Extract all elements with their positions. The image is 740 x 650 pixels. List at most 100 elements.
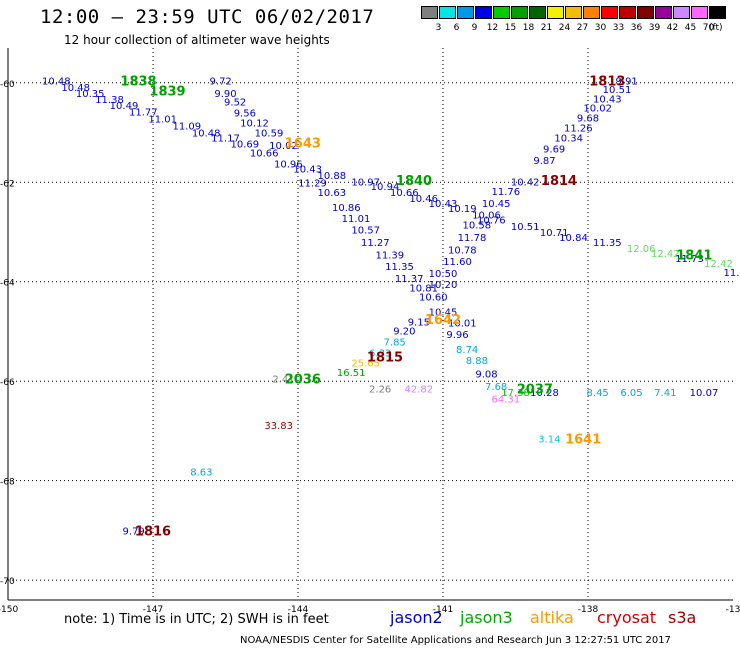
x-tick-label: -138 [578,605,599,615]
legend-label: 45 [684,23,697,33]
wave-height-value: 10.51 [511,222,540,233]
wave-height-value: 11.01 [342,214,371,225]
wave-height-value: 9.69 [543,144,565,155]
legend-label: 70 [702,23,715,33]
wave-height-value: 9.91 [616,76,638,87]
plot-grid [8,48,733,600]
wave-height-value: 11.17 [211,134,240,145]
wave-height-value: 11.73 [675,254,704,265]
wave-height-value: 10.19 [448,204,477,215]
wave-height-value: 11.29 [298,178,327,189]
legend-swatch [655,6,672,19]
legend-swatch [565,6,582,19]
track-label: 2036 [285,373,321,388]
wave-height-value: 2.41 [272,375,294,386]
wave-height-value: 10.43 [593,95,622,106]
wave-height-value: 42.82 [405,385,434,396]
wave-height-value: 9.96 [446,330,468,341]
wave-height-value: 11.35 [385,262,414,273]
wave-height-value: 10.02 [583,104,612,115]
track-label: 1816 [135,524,171,539]
wave-height-value: 9.72 [210,76,232,87]
track-label: 1815 [367,350,403,365]
wave-height-value: 9.56 [234,109,256,120]
wave-height-value: 10.88 [318,171,347,182]
wave-height-value: 10.58 [463,221,492,232]
wave-height-value: 10.63 [318,188,347,199]
legend-swatch [619,6,636,19]
track-label: 1838 [120,74,156,89]
legend-swatch [511,6,528,19]
wave-height-value: 10.86 [332,203,361,214]
wave-height-value: 25.65 [351,358,380,369]
legend-label: 12 [486,23,499,33]
legend-label: 42 [666,23,679,33]
y-tick-label: -60 [0,80,15,90]
track-label: 1841 [676,248,712,263]
legend-swatch [421,6,438,19]
wave-height-value: 11.77 [129,108,158,119]
wave-height-value: 10.42 [511,177,540,188]
wave-height-value: 10.51 [603,85,632,96]
wave-height-value: 10.45 [429,308,458,319]
wave-height-value: 6.05 [620,388,642,399]
y-tick-label: -66 [0,378,15,388]
axis-ticks: -150 -147 -144 -141 -138 -13 -60 -62 -64 -66 -68 -7… [0,80,740,615]
legend-label: 24 [558,23,571,33]
wave-height-value: 9.90 [214,89,236,100]
y-tick-label: -70 [0,577,15,587]
legend-label: 6 [453,23,460,33]
wave-height-value: 7.41 [654,388,676,399]
y-tick-label: -68 [0,478,15,488]
legend-swatch [475,6,492,19]
wave-height-value: 8.74 [456,345,478,356]
satellite-name: s3a [668,608,697,627]
wave-height-value: 8.88 [466,356,488,367]
legend-label: 15 [504,23,517,33]
wave-height-value: 10.76 [477,216,506,227]
legend-swatch [583,6,600,19]
wave-height-value: 10.34 [554,134,583,145]
wave-height-value: 10.94 [371,182,400,193]
wave-height-value: 6.33 [369,348,391,359]
wave-height-value: 12.06 [627,244,656,255]
wave-height-value: 10.59 [255,129,284,140]
legend-label: 27 [576,23,589,33]
legend-label: 33 [612,23,625,33]
x-tick-label: -141 [433,605,453,615]
wave-height-value: 9.52 [224,98,246,109]
satellite-name: jason2 [390,608,443,627]
wave-height-value: 11.35 [593,238,622,249]
wave-height-value: 10.43 [429,199,458,210]
wave-height-value: 10.28 [530,388,559,399]
wave-height-value: 9.08 [475,370,497,381]
wave-height-value: 10.84 [559,233,588,244]
legend-swatch [709,6,726,19]
wave-height-value: 10.71 [540,228,569,239]
x-tick-label: -150 [0,605,18,615]
wave-height-value: 10.02 [269,141,298,152]
wave-height-value: 2.26 [369,385,391,396]
legend-swatch [673,6,690,19]
wave-height-value: 11.39 [376,250,405,261]
wave-height-value: 9.87 [533,156,555,167]
wave-height-value: 11.09 [173,122,202,133]
wave-height-value: 10.66 [390,188,419,199]
wave-height-value: 9.20 [393,326,415,337]
wave-height-value: 10.45 [482,199,511,210]
wave-height-value: 10.01 [448,319,477,330]
satellite-name: cryosat [597,608,657,627]
legend-swatch [691,6,708,19]
legend-swatch [601,6,618,19]
legend-swatch [493,6,510,19]
wave-height-value: 10.81 [409,284,438,295]
wave-height-value: 10.69 [231,139,260,150]
plot-axes [7,48,733,601]
wave-height-value: 16.51 [337,368,366,379]
wave-height-value: 10.97 [351,177,380,188]
wave-height-value: 10.48 [192,129,221,140]
wave-height-value: 12.42 [704,259,733,270]
legend-label: 18 [522,23,535,33]
